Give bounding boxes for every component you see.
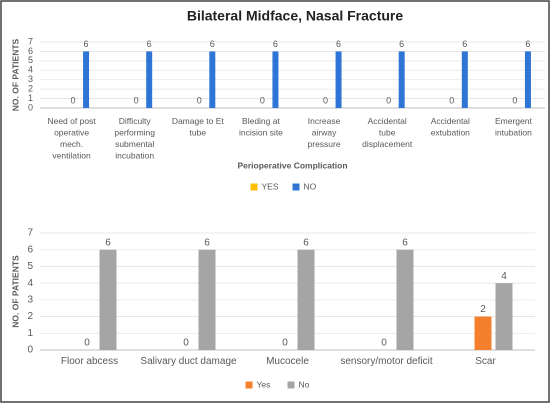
x-axis-label: Perioperative Complication: [237, 160, 347, 170]
legend-swatch: [250, 183, 258, 191]
y-tick-label: 7: [27, 228, 33, 239]
bar: [272, 51, 279, 108]
y-tick-label: 4: [28, 65, 33, 75]
data-label: 0: [134, 95, 139, 105]
bar: [524, 51, 531, 108]
y-tick-label: 4: [27, 278, 33, 289]
y-axis-label: NO. OF PATIENTS: [10, 38, 20, 111]
y-axis-label: NO. OF PATIENTS: [10, 255, 20, 328]
data-label: 0: [71, 95, 76, 105]
y-tick-label: 2: [27, 311, 33, 322]
data-label: 6: [402, 237, 408, 248]
data-label: 0: [260, 95, 265, 105]
data-label: 0: [84, 338, 90, 349]
y-tick-label: 1: [28, 93, 33, 103]
bar: [474, 316, 492, 350]
x-tick-label: Need of post operative mech. ventilation: [47, 116, 96, 161]
bar: [297, 249, 315, 350]
data-label: 0: [183, 338, 189, 349]
data-label: 0: [381, 338, 387, 349]
y-tick-label: 6: [27, 244, 33, 255]
data-label: 6: [525, 39, 530, 49]
data-label: 0: [282, 338, 288, 349]
y-tick-label: 0: [27, 345, 33, 356]
data-label: 6: [105, 237, 111, 248]
bar: [461, 51, 468, 108]
y-tick-label: 5: [27, 261, 33, 272]
x-tick-label: Difficulty performing submental incubation: [114, 116, 155, 161]
x-tick-label: sensory/motor deficit: [340, 356, 432, 367]
legend-swatch: [292, 183, 300, 191]
data-label: 6: [204, 237, 210, 248]
bar: [198, 249, 216, 350]
x-tick-label: Accidental tube displacement: [362, 116, 413, 149]
x-tick-label: Accidental extubation: [431, 116, 470, 138]
y-tick-label: 6: [28, 46, 33, 56]
bar: [396, 249, 414, 350]
y-tick-label: 2: [28, 84, 33, 94]
y-tick-label: 7: [28, 36, 33, 46]
legend-label: YES: [262, 181, 279, 191]
y-tick-label: 3: [28, 74, 33, 84]
data-label: 6: [336, 39, 341, 49]
x-tick-label: Floor abcess: [61, 356, 118, 367]
data-label: 0: [323, 95, 328, 105]
data-label: 4: [501, 271, 507, 282]
bar: [83, 51, 90, 108]
bar: [209, 51, 216, 108]
data-label: 0: [512, 95, 517, 105]
data-label: 6: [462, 39, 467, 49]
x-tick-label: Damage to Et tube: [172, 116, 225, 138]
x-tick-label: Mucocele: [266, 356, 309, 367]
x-tick-label: Bleding at incision site: [239, 116, 283, 138]
bar: [495, 283, 513, 350]
y-tick-label: 3: [27, 294, 33, 305]
data-label: 2: [480, 304, 486, 315]
data-label: 6: [273, 39, 278, 49]
legend-swatch: [245, 381, 253, 389]
y-tick-label: 5: [28, 55, 33, 65]
x-tick-label: Increase airway pressure: [308, 116, 341, 149]
data-label: 6: [210, 39, 215, 49]
bar: [335, 51, 342, 108]
chart-title: Bilateral Midface, Nasal Fracture: [187, 8, 404, 24]
legend-swatch: [287, 381, 295, 389]
legend-label: No: [299, 379, 310, 389]
data-label: 6: [303, 237, 309, 248]
data-label: 0: [197, 95, 202, 105]
x-tick-label: Scar: [475, 356, 496, 367]
legend-label: NO: [304, 181, 317, 191]
data-label: 6: [147, 39, 152, 49]
x-tick-label: Emergent intubation: [495, 116, 532, 138]
bar: [99, 249, 117, 350]
data-label: 6: [84, 39, 89, 49]
bar: [398, 51, 405, 108]
y-tick-label: 1: [27, 328, 33, 339]
y-tick-label: 0: [28, 102, 33, 112]
data-label: 0: [386, 95, 391, 105]
legend-label: Yes: [257, 379, 271, 389]
data-label: 6: [399, 39, 404, 49]
data-label: 0: [449, 95, 454, 105]
bar: [146, 51, 153, 108]
x-tick-label: Salivary duct damage: [140, 356, 237, 367]
